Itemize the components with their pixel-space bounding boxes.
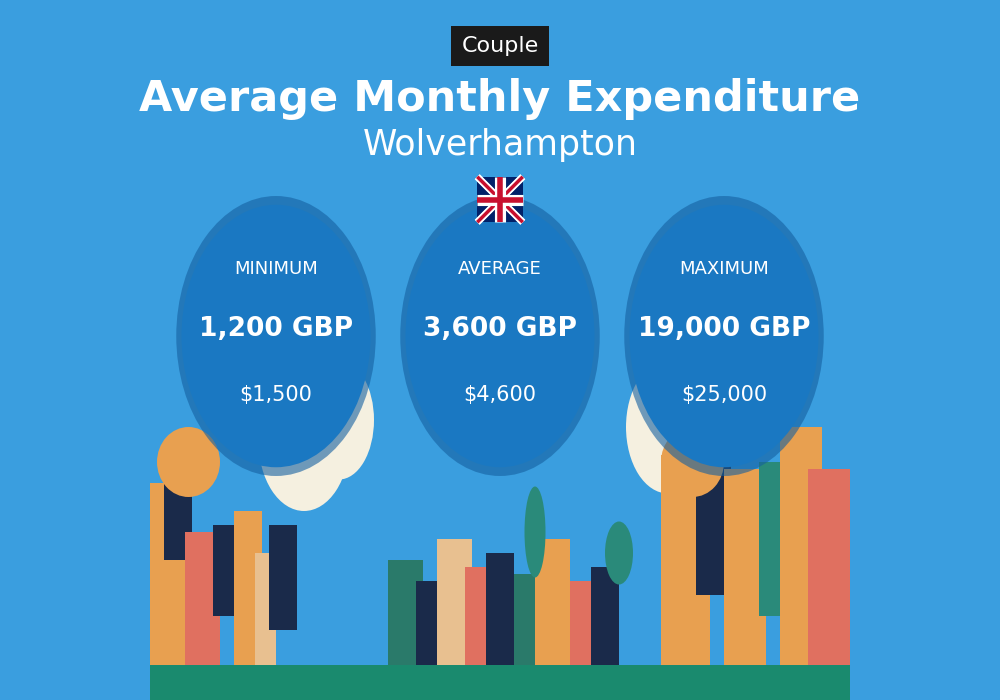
Ellipse shape <box>258 371 350 511</box>
Bar <box>661 455 710 665</box>
Ellipse shape <box>624 196 824 476</box>
Text: Wolverhampton: Wolverhampton <box>362 128 638 162</box>
Bar <box>388 560 423 665</box>
Bar <box>416 581 444 665</box>
Ellipse shape <box>668 354 738 458</box>
Ellipse shape <box>661 427 724 497</box>
Bar <box>150 483 192 665</box>
Ellipse shape <box>525 486 546 578</box>
Text: $25,000: $25,000 <box>681 386 767 405</box>
Text: Average Monthly Expenditure: Average Monthly Expenditure <box>139 78 861 120</box>
Bar <box>437 539 472 665</box>
Bar <box>269 525 297 630</box>
Bar <box>477 176 523 223</box>
Bar <box>591 567 619 665</box>
Text: 3,600 GBP: 3,600 GBP <box>423 316 577 342</box>
Bar <box>465 567 493 665</box>
Bar <box>724 469 766 665</box>
Bar <box>808 469 850 665</box>
Text: MAXIMUM: MAXIMUM <box>679 260 769 279</box>
Ellipse shape <box>630 204 818 468</box>
Ellipse shape <box>400 196 600 476</box>
Text: 19,000 GBP: 19,000 GBP <box>638 316 810 342</box>
Ellipse shape <box>406 204 594 468</box>
Bar <box>150 665 850 700</box>
Bar <box>514 574 542 665</box>
Text: $4,600: $4,600 <box>464 386 536 405</box>
Bar <box>696 455 731 595</box>
Text: 1,200 GBP: 1,200 GBP <box>199 316 353 342</box>
Bar <box>213 525 241 616</box>
Bar <box>759 462 787 616</box>
Ellipse shape <box>626 360 710 494</box>
Ellipse shape <box>605 522 633 584</box>
Bar <box>255 553 276 665</box>
Bar <box>234 511 262 665</box>
Ellipse shape <box>176 196 376 476</box>
Text: MINIMUM: MINIMUM <box>234 260 318 279</box>
Ellipse shape <box>304 360 374 480</box>
Bar <box>486 553 514 665</box>
Bar <box>535 539 570 665</box>
Ellipse shape <box>157 427 220 497</box>
Ellipse shape <box>182 204 370 468</box>
Bar <box>164 483 192 560</box>
Bar <box>570 581 598 665</box>
Text: Couple: Couple <box>461 36 539 55</box>
Bar <box>780 427 822 665</box>
Text: AVERAGE: AVERAGE <box>458 260 542 279</box>
Text: $1,500: $1,500 <box>240 386 312 405</box>
Bar <box>185 532 220 665</box>
